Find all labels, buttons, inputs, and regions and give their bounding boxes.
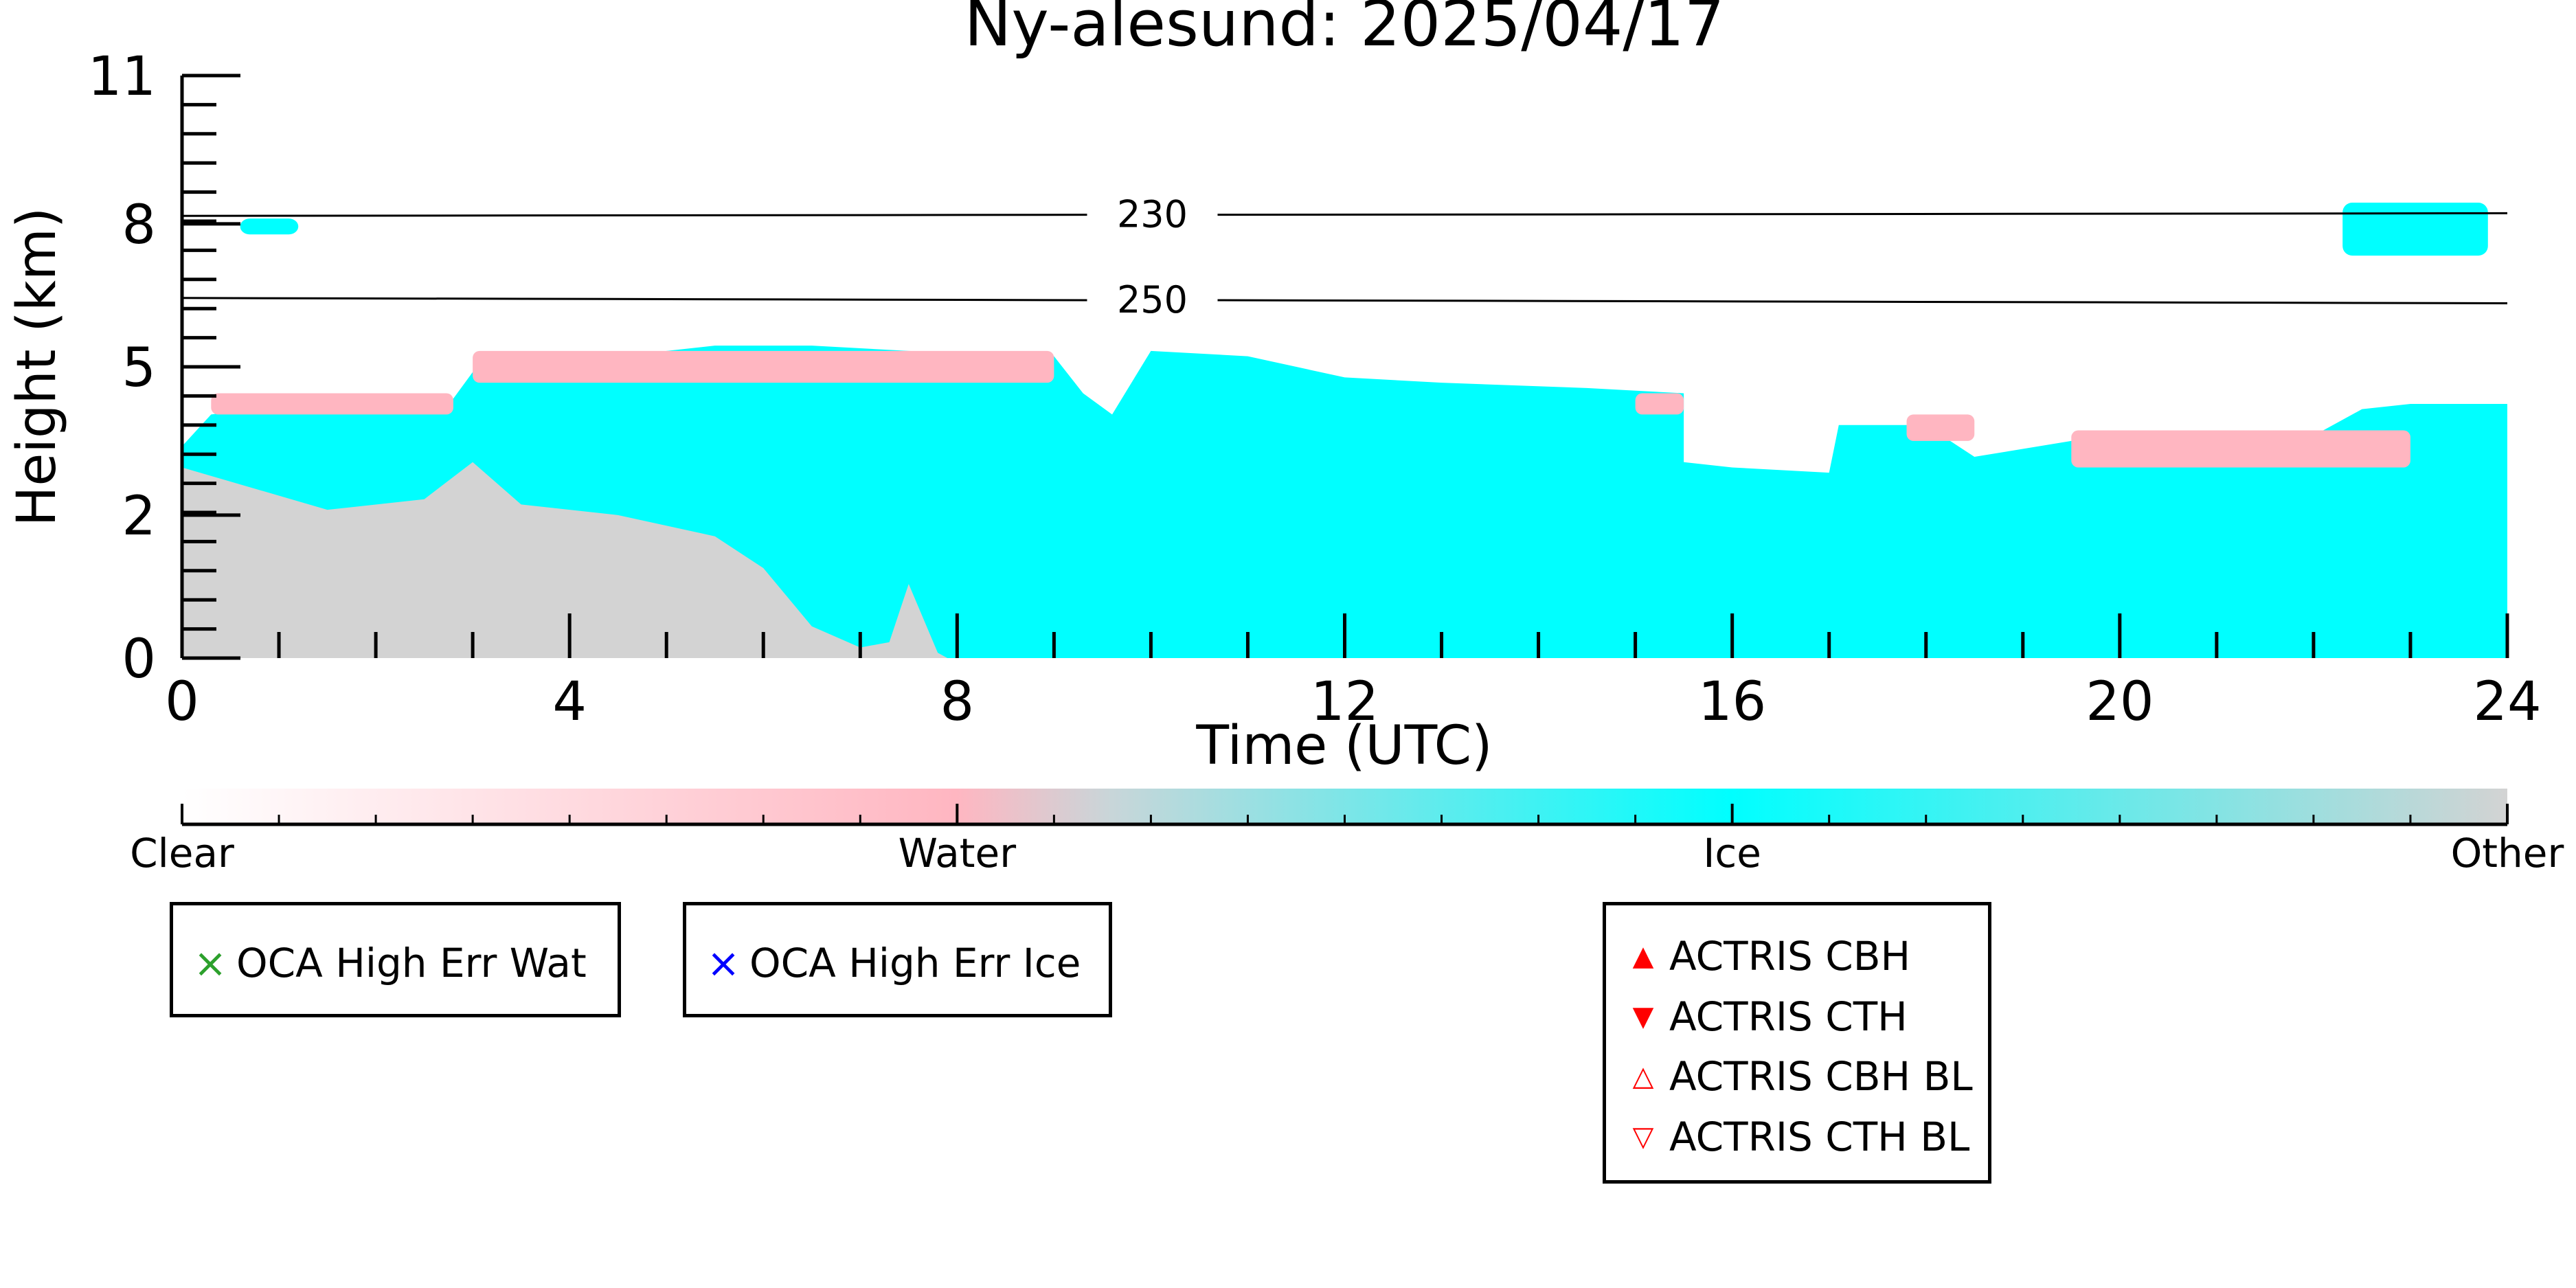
legend-label: ACTRIS CTH BL — [1669, 1114, 1970, 1160]
water-layer — [211, 393, 453, 415]
legend-oca-ice: × OCA High Err Ice — [683, 902, 1112, 1017]
y-tick-label: 5 — [122, 337, 156, 399]
other-region — [182, 462, 948, 658]
x-tick-label: 8 — [940, 671, 975, 733]
legend-actris: ▲ ACTRIS CBH ▼ ACTRIS CTH △ ACTRIS CBH B… — [1603, 902, 1991, 1184]
phase-colorbar: Clear Water Ice Other — [130, 789, 2564, 877]
plot-area — [182, 203, 2507, 658]
x-tick-label: 0 — [165, 671, 199, 733]
legend-entry: ▽ ACTRIS CTH BL — [1625, 1114, 1970, 1160]
isotherm-line — [1217, 212, 2508, 216]
x-tick-label: 16 — [1698, 671, 1766, 733]
blue-x-marker: × — [706, 940, 741, 986]
hollow-up-triangle-icon: △ — [1632, 1061, 1654, 1092]
legend-label: ACTRIS CBH BL — [1669, 1053, 1973, 1100]
water-layer — [1906, 414, 1975, 441]
upper-ice-patch — [2342, 203, 2488, 256]
water-layer — [473, 350, 1054, 383]
legend-label: ACTRIS CBH — [1669, 933, 1911, 980]
colorbar-label: Ice — [1703, 830, 1761, 877]
isotherm-line — [181, 297, 1087, 302]
water-layer — [2071, 430, 2410, 468]
y-tick-label: 0 — [122, 629, 156, 690]
legend-label: OCA High Err Wat — [236, 940, 587, 986]
isotherm-line — [1217, 299, 2508, 304]
legend-entry: × OCA High Err Ice — [705, 940, 1081, 986]
legend-oca-water: × OCA High Err Wat — [170, 902, 621, 1017]
x-axis-label: Time (UTC) — [1195, 715, 1492, 777]
x-tick-label: 24 — [2473, 671, 2541, 733]
y-tick-label: 2 — [122, 486, 156, 547]
hollow-down-triangle-icon: ▽ — [1632, 1121, 1654, 1153]
x-tick-label: 20 — [2086, 671, 2154, 733]
legend-label: OCA High Err Ice — [749, 940, 1081, 986]
axes: 0 2 5 8 11 0 4 8 12 16 20 24 — [88, 46, 2542, 733]
isotherm-label: 230 — [1117, 193, 1188, 236]
colorbar-label: Other — [2451, 830, 2564, 877]
legend-entry: × OCA High Err Wat — [192, 940, 587, 986]
chart-title: Ny-alesund: 2025/04/17 — [964, 0, 1725, 60]
legend-entry: ▲ ACTRIS CBH — [1625, 933, 1911, 980]
upper-ice-patch — [240, 218, 299, 235]
isotherm-line — [181, 214, 1087, 217]
water-layer — [1635, 393, 1684, 415]
filled-up-triangle-icon: ▲ — [1632, 940, 1654, 972]
legend-entry: ▼ ACTRIS CTH — [1625, 993, 1908, 1040]
green-x-marker: × — [193, 940, 227, 986]
filled-down-triangle-icon: ▼ — [1632, 1001, 1654, 1032]
x-tick-label: 4 — [552, 671, 587, 733]
legend-label: ACTRIS CTH — [1669, 993, 1908, 1040]
legend-entry: △ ACTRIS CBH BL — [1625, 1053, 1973, 1100]
colorbar-label: Water — [899, 830, 1017, 877]
y-axis-label: Height (km) — [6, 207, 68, 527]
colorbar-label: Clear — [130, 830, 234, 877]
x-tick-label: 12 — [1311, 671, 1379, 733]
isotherms: 230 250 — [181, 193, 2508, 321]
y-tick-label: 8 — [122, 194, 156, 256]
isotherm-label: 250 — [1117, 278, 1188, 321]
y-tick-label: 11 — [88, 46, 156, 108]
